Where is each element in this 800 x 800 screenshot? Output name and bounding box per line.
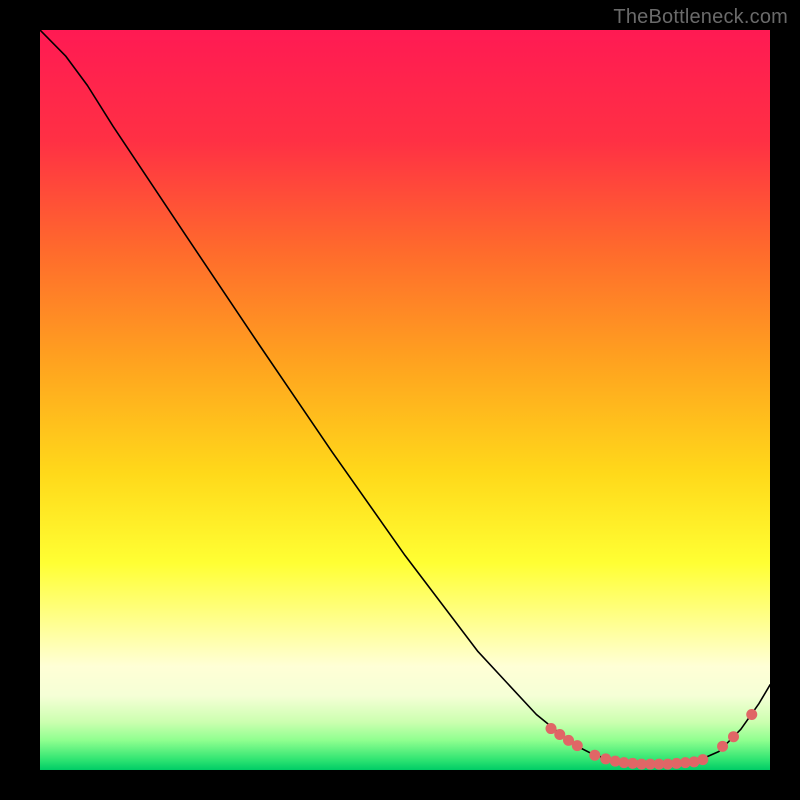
data-marker [728,731,739,742]
data-marker [572,740,583,751]
data-marker [589,750,600,761]
chart-svg [40,30,770,770]
gradient-background [40,30,770,770]
watermark-text: TheBottleneck.com [613,6,788,29]
plot-area [40,30,770,770]
data-marker [717,741,728,752]
data-marker [697,754,708,765]
data-marker [746,709,757,720]
data-marker [600,753,611,764]
chart-container: TheBottleneck.com [0,0,800,800]
